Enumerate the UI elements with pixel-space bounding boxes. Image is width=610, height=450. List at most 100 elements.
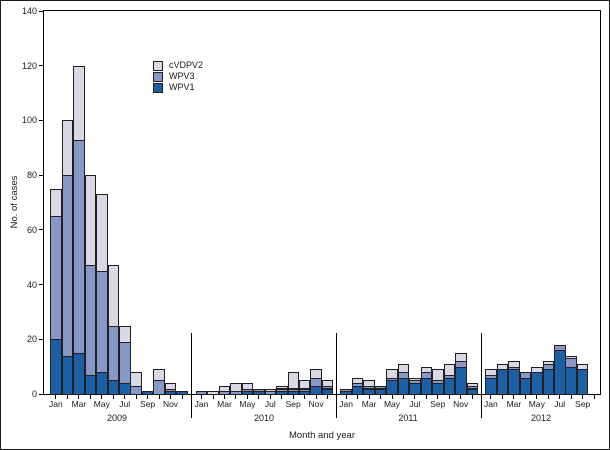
legend-label: WPV3	[169, 71, 195, 81]
year-label: 2009	[106, 413, 128, 423]
bar-segment-WPV3	[153, 380, 165, 395]
bar-segment-WPV1	[420, 377, 433, 395]
bar-segment-cVDPV2	[455, 353, 467, 363]
y-axis-tick	[39, 10, 43, 12]
y-axis-tick	[39, 338, 43, 340]
x-axis-tick	[448, 395, 450, 399]
bar-segment-WPV3	[554, 344, 566, 352]
bar-segment-WPV1	[96, 372, 108, 395]
bar-segment-WPV1	[351, 385, 364, 395]
bar-segment-cVDPV2	[153, 369, 165, 382]
legend-swatch-WPV1	[153, 82, 163, 93]
bar-segment-cVDPV2	[321, 380, 334, 387]
bar-segment-cVDPV2	[61, 120, 74, 177]
x-axis-tick	[425, 395, 427, 399]
x-tick-label: Jan	[194, 399, 209, 409]
bar-segment-cVDPV2	[397, 363, 410, 374]
bar-segment-WPV1	[496, 369, 509, 395]
x-axis-tick	[55, 395, 57, 399]
x-axis-tick	[471, 395, 473, 399]
x-axis-tick	[281, 395, 283, 399]
bar-segment-WPV3	[253, 388, 265, 393]
bar-segment-cVDPV2	[130, 372, 142, 387]
x-axis-tick	[402, 395, 404, 399]
y-axis-label: No. of cases	[9, 175, 20, 229]
x-axis-tick	[490, 395, 492, 399]
x-axis-tick	[112, 395, 114, 399]
bar-segment-cVDPV2	[386, 369, 398, 379]
bar-segment-cVDPV2	[230, 383, 242, 393]
bar-segment-WPV1	[310, 385, 322, 395]
bar-segment-cVDPV2	[310, 369, 322, 379]
bar-segment-cVDPV2	[432, 369, 444, 382]
bar-segment-WPV3	[107, 325, 119, 382]
x-axis-tick	[357, 395, 359, 399]
bar-segment-WPV1	[409, 383, 421, 395]
x-tick-label: Mar	[217, 399, 232, 409]
bar-segment-WPV1	[50, 339, 62, 395]
x-axis-tick	[212, 395, 214, 399]
x-axis-tick	[414, 395, 416, 399]
bar-segment-cVDPV2	[96, 194, 108, 272]
bar-segment-WPV1	[397, 377, 410, 395]
x-axis-tick	[559, 395, 561, 399]
x-axis-tick	[269, 395, 271, 399]
y-axis-tick	[39, 119, 43, 121]
x-axis-tick	[158, 395, 160, 399]
x-tick-label: Jul	[554, 399, 566, 409]
bar-segment-WPV3	[310, 377, 322, 387]
bar-segment-cVDPV2	[218, 385, 231, 393]
bar-segment-WPV1	[531, 372, 543, 395]
bar-segment-cVDPV2	[264, 388, 277, 393]
x-tick-label: Mar	[71, 399, 87, 409]
bar-segment-cVDPV2	[107, 265, 119, 327]
x-tick-label: Mar	[506, 399, 522, 409]
x-axis-tick	[327, 395, 329, 399]
x-axis-tick	[224, 395, 225, 399]
y-tick-label: 100	[21, 115, 37, 126]
x-axis-tick	[66, 395, 68, 399]
x-axis-tick	[593, 395, 595, 399]
x-axis-tick	[501, 395, 503, 399]
legend: cVDPV2 WPV3 WPV1	[153, 60, 203, 93]
x-axis-tick	[124, 395, 126, 399]
x-axis-tick	[147, 395, 149, 399]
x-tick-label: Jan	[49, 399, 63, 409]
bar-segment-WPV1	[542, 369, 554, 395]
x-tick-label: Jan	[339, 399, 353, 409]
bar-segment-cVDPV2	[508, 361, 520, 368]
bar-segment-WPV3	[340, 388, 352, 393]
y-axis-tick	[39, 229, 43, 231]
y-tick-label: 0	[31, 389, 37, 399]
bar-segment-WPV1	[576, 369, 589, 395]
bar-segment-WPV1	[73, 353, 85, 395]
y-tick-label: 20	[26, 334, 37, 345]
bar-segment-cVDPV2	[496, 363, 509, 371]
x-tick-label: Nov	[308, 399, 324, 409]
bar-segment-cVDPV2	[298, 380, 311, 390]
bar-segment-cVDPV2	[542, 361, 554, 365]
y-axis-tick	[39, 393, 43, 395]
bar-segment-WPV1	[455, 366, 467, 395]
x-axis-tick	[391, 395, 393, 399]
y-axis-tick	[39, 65, 43, 67]
x-tick-label: May	[383, 399, 401, 409]
x-axis-tick	[101, 395, 103, 399]
bar-segment-cVDPV2	[466, 383, 478, 387]
bar-segment-WPV3	[84, 265, 97, 376]
x-axis-tick	[547, 395, 549, 399]
x-tick-label: Jul	[264, 399, 276, 409]
legend-swatch-cVDPV2	[153, 60, 163, 71]
bar-segment-cVDPV2	[287, 372, 299, 390]
x-axis-tick	[570, 395, 572, 399]
bar-segment-WPV1	[519, 377, 532, 395]
bar-segment-WPV3	[61, 175, 74, 357]
x-axis-label: Month and year	[288, 430, 355, 441]
y-tick-label: 60	[26, 224, 37, 235]
bar-segment-WPV3	[565, 358, 577, 368]
legend-label: WPV1	[169, 82, 195, 92]
bar-segment-WPV3	[195, 391, 208, 395]
x-axis-tick	[460, 395, 462, 399]
bar-segment-WPV1	[176, 391, 188, 395]
